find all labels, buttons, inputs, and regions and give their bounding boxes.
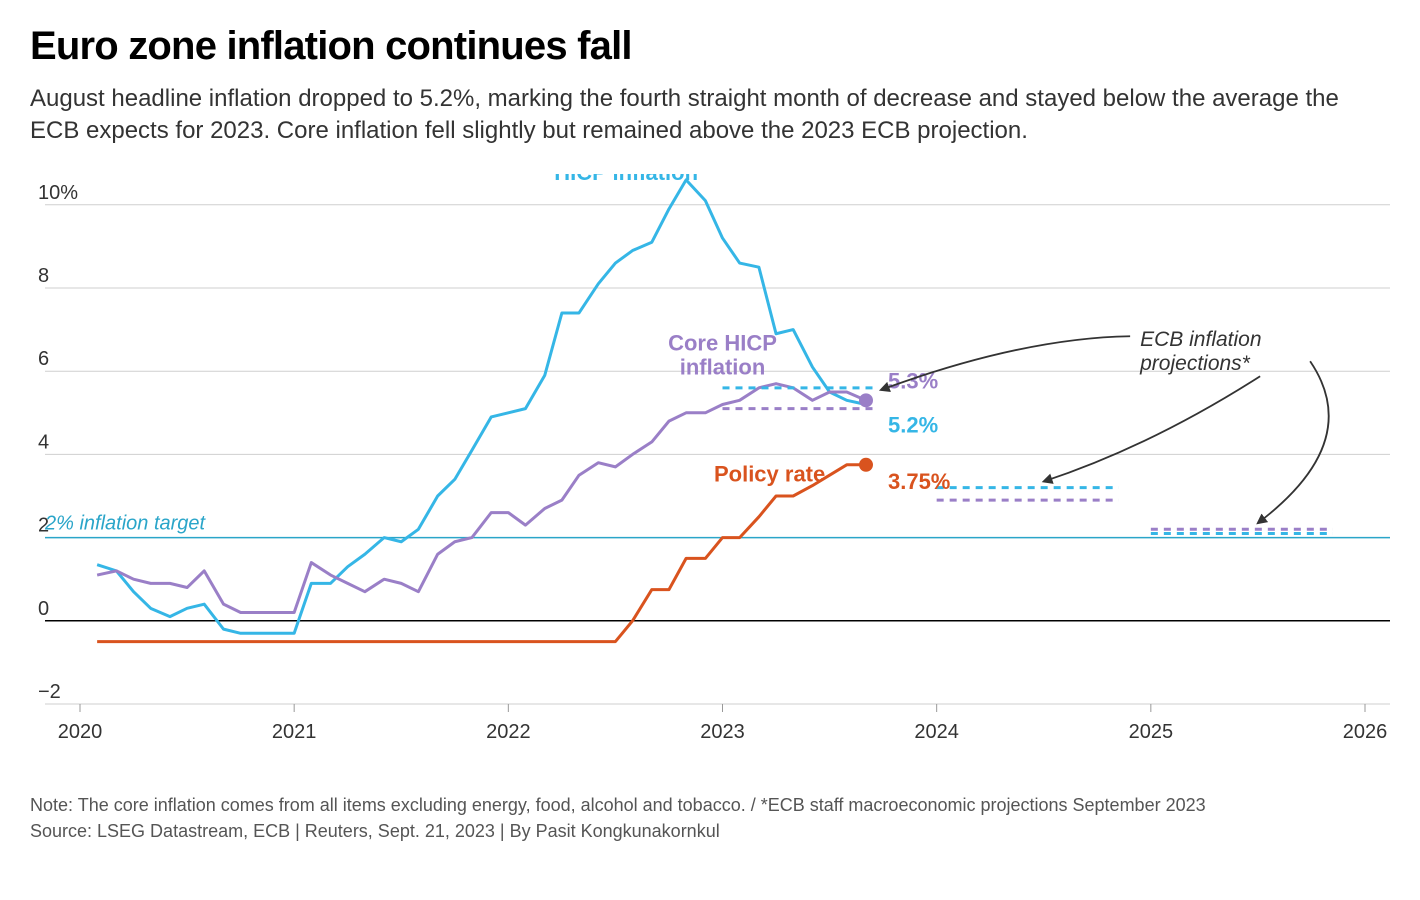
svg-text:2026: 2026 <box>1343 721 1388 743</box>
svg-text:8: 8 <box>38 265 49 287</box>
svg-text:2023: 2023 <box>700 721 745 743</box>
chart-area: −20246810%2% inflation target20202021202… <box>30 174 1390 774</box>
svg-text:HICP inflation: HICP inflation <box>554 174 698 185</box>
svg-text:5.2%: 5.2% <box>888 412 938 437</box>
svg-text:2022: 2022 <box>486 721 531 743</box>
footnote-line-1: Note: The core inflation comes from all … <box>30 792 1390 818</box>
svg-text:6: 6 <box>38 348 49 370</box>
svg-text:2% inflation target: 2% inflation target <box>44 512 207 534</box>
chart-title: Euro zone inflation continues fall <box>30 24 1390 69</box>
svg-text:ECB inflationprojections*: ECB inflationprojections* <box>1139 328 1261 375</box>
footnote-line-2: Source: LSEG Datastream, ECB | Reuters, … <box>30 818 1390 844</box>
chart-svg: −20246810%2% inflation target20202021202… <box>30 174 1390 774</box>
svg-text:10%: 10% <box>38 182 78 204</box>
svg-text:2024: 2024 <box>914 721 959 743</box>
svg-text:2025: 2025 <box>1129 721 1174 743</box>
svg-text:0: 0 <box>38 598 49 620</box>
chart-subtitle: August headline inflation dropped to 5.2… <box>30 83 1390 148</box>
svg-text:4: 4 <box>38 431 49 453</box>
svg-text:3.75%: 3.75% <box>888 469 950 494</box>
svg-text:2021: 2021 <box>272 721 317 743</box>
svg-text:2020: 2020 <box>58 721 103 743</box>
chart-footnote: Note: The core inflation comes from all … <box>30 792 1390 844</box>
svg-text:Policy rate: Policy rate <box>714 461 825 486</box>
svg-text:−2: −2 <box>38 681 61 703</box>
svg-text:Core HICPinflation: Core HICPinflation <box>668 330 777 379</box>
